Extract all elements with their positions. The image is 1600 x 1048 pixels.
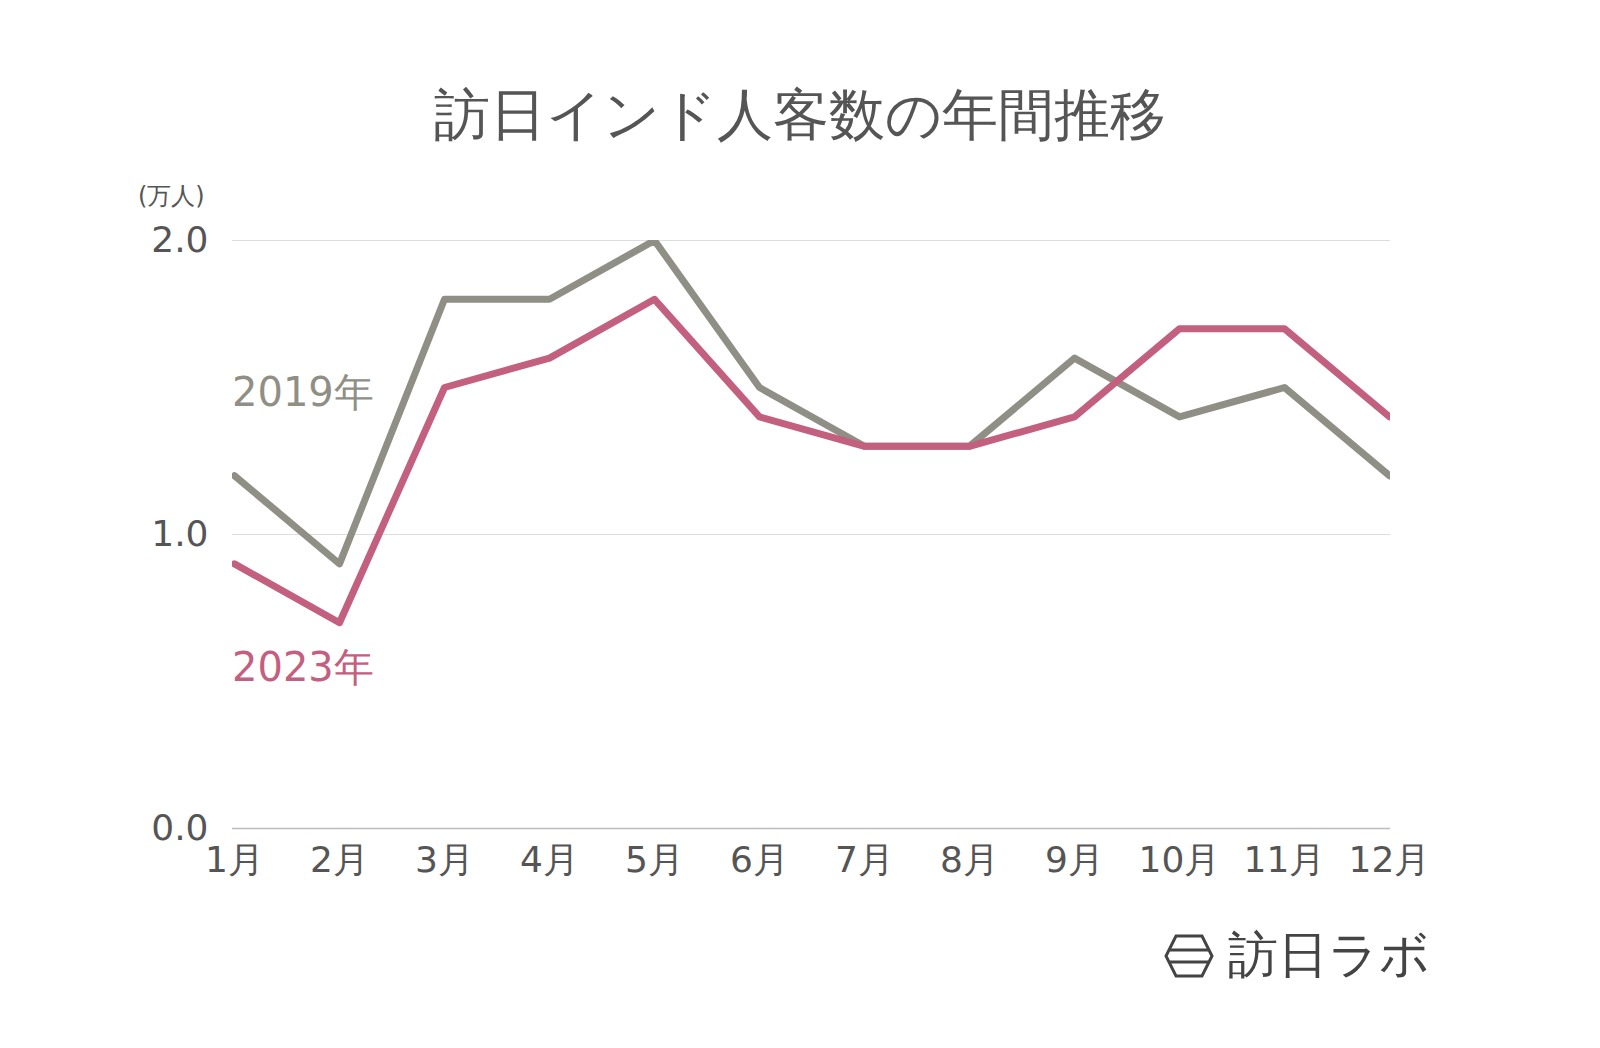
html-text:2023年: 2023年 bbox=[232, 644, 374, 690]
svg-text:8月: 8月 bbox=[940, 839, 999, 880]
html-text:訪日インド人客数の年間推移: 訪日インド人客数の年間推移 bbox=[434, 82, 1166, 147]
svg-text:7月: 7月 bbox=[835, 839, 894, 880]
svg-text:5月: 5月 bbox=[625, 839, 684, 880]
svg-text:10月: 10月 bbox=[1139, 839, 1221, 880]
svg-text:9月: 9月 bbox=[1045, 839, 1104, 880]
svg-text:2月: 2月 bbox=[310, 839, 369, 880]
svg-text:4月: 4月 bbox=[520, 839, 579, 880]
svg-text:2.0: 2.0 bbox=[151, 219, 208, 260]
svg-text:3月: 3月 bbox=[415, 839, 474, 880]
svg-text:11月: 11月 bbox=[1244, 839, 1326, 880]
html-text:(万人): (万人) bbox=[138, 182, 205, 210]
svg-text:12月: 12月 bbox=[1349, 839, 1431, 880]
html-text:訪日ラボ: 訪日ラボ bbox=[1228, 926, 1430, 984]
svg-text:6月: 6月 bbox=[730, 839, 789, 880]
html-text:2019年: 2019年 bbox=[232, 369, 374, 415]
svg-text:1月: 1月 bbox=[205, 839, 264, 880]
svg-text:0.0: 0.0 bbox=[151, 807, 208, 848]
svg-text:1.0: 1.0 bbox=[151, 513, 208, 554]
